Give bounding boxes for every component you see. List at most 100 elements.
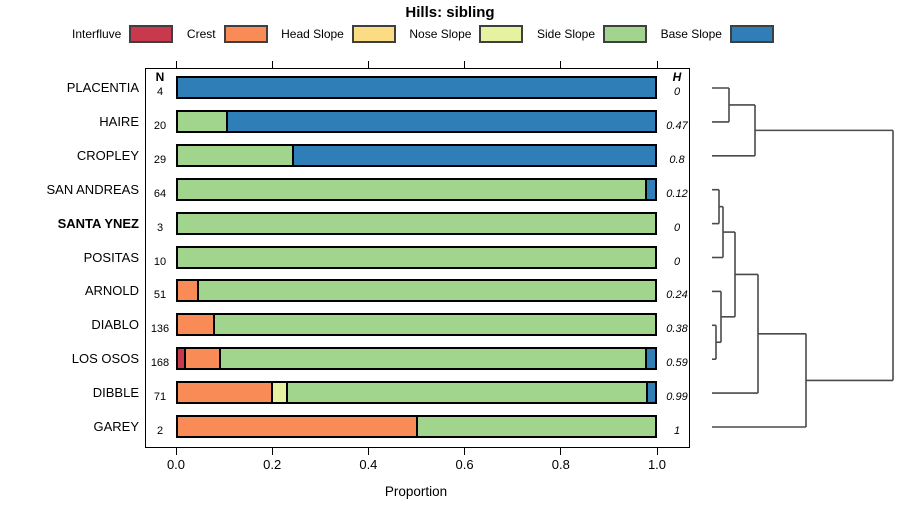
bar-row (176, 143, 657, 167)
bar-segment-base_slope (646, 383, 655, 403)
bar-row (176, 279, 657, 303)
bar-segment-side_slope (178, 213, 655, 233)
h-value: 0 (673, 86, 681, 98)
n-value: 10 (153, 255, 167, 268)
bar-segment-side_slope (285, 383, 647, 403)
legend-item-base_slope: Base Slope (661, 25, 774, 43)
legend-item-side_slope: Side Slope (536, 25, 648, 43)
n-value: 2 (156, 425, 164, 437)
n-value: 4 (156, 86, 164, 98)
x-tick-label: 0.8 (551, 457, 570, 472)
n-value: 29 (153, 153, 167, 166)
legend-swatch-nose_slope (479, 25, 524, 43)
h-value: 0 (673, 255, 681, 268)
bar-row (176, 109, 657, 133)
legend-swatch-crest (223, 25, 268, 43)
x-tick-top (464, 61, 466, 68)
legend-label-base_slope: Base Slope (660, 27, 722, 41)
row-label-arnold: ARNOLD (84, 283, 139, 299)
bar-segment-base_slope (644, 349, 655, 369)
bar-row (176, 211, 657, 235)
bar-segment-crest (178, 281, 197, 301)
x-tick-top (656, 61, 658, 68)
n-value: 20 (153, 119, 167, 132)
page-title: Hills: sibling (405, 4, 495, 21)
bar-row (176, 313, 657, 337)
x-tick-label: 0.2 (263, 457, 282, 472)
bar-segment-side_slope (415, 417, 655, 436)
legend-item-crest: Crest (187, 25, 268, 43)
n-value: 71 (153, 391, 167, 404)
row-label-haire: HAIRE (99, 113, 139, 129)
n-value: 168 (150, 357, 170, 370)
legend-label-head_slope: Head Slope (281, 27, 344, 41)
legend-swatch-head_slope (351, 25, 396, 43)
row-label-placentia: PLACENTIA (66, 80, 139, 95)
x-tick-top (271, 61, 273, 68)
legend: Interfluve Crest Head Slope Nose Slope Side … (72, 24, 774, 44)
x-tick-bottom (464, 448, 466, 455)
h-value: 0.99 (666, 391, 688, 404)
bar-segment-crest (178, 417, 416, 436)
row-label-los-osos: LOS OSOS (71, 351, 139, 367)
x-tick-top (175, 61, 177, 68)
bar-segment-base_slope (178, 78, 655, 97)
x-tick-label: 0.0 (166, 457, 186, 472)
legend-swatch-base_slope (729, 25, 774, 43)
row-label-san-andreas: SAN ANDREAS (46, 181, 139, 197)
x-tick-label: 0.4 (359, 457, 378, 472)
n-value: 64 (153, 187, 167, 200)
bar-segment-side_slope (213, 315, 655, 335)
h-value: 0.38 (666, 323, 688, 336)
x-axis-title: Proportion (384, 484, 448, 499)
row-label-cropley: CROPLEY (76, 147, 139, 163)
bar-segment-base_slope (225, 111, 655, 131)
x-tick-label: 1.0 (647, 457, 667, 472)
bar-row (176, 415, 657, 438)
legend-item-head_slope: Head Slope (281, 25, 396, 43)
bar-segment-interfluve (178, 349, 184, 369)
legend-label-side_slope: Side Slope (536, 27, 596, 41)
row-label-diablo: DIABLO (91, 317, 139, 333)
bar-segment-side_slope (178, 247, 655, 267)
h-value: 1 (673, 425, 681, 437)
bar-segment-side_slope (196, 281, 655, 301)
x-tick-top (367, 61, 369, 68)
bar-segment-side_slope (219, 349, 645, 369)
bar-row (176, 76, 657, 99)
bar-row (176, 245, 657, 269)
x-tick-top (560, 61, 562, 68)
row-label-dibble: DIBBLE (92, 385, 139, 401)
legend-label-nose_slope: Nose Slope (409, 27, 472, 41)
bar-segment-nose_slope (270, 383, 286, 403)
bar-row (176, 347, 657, 371)
bar-segment-side_slope (178, 145, 293, 165)
x-tick-bottom (560, 448, 562, 455)
bar-segment-side_slope (178, 111, 226, 131)
x-tick-label: 0.6 (455, 457, 474, 472)
bar-segment-base_slope (292, 145, 655, 165)
h-value: 0.47 (666, 119, 688, 132)
n-value: 136 (150, 323, 170, 336)
row-label-garey: GAREY (93, 419, 139, 434)
bar-row (176, 381, 657, 405)
legend-item-interfluve: Interfluve (72, 25, 174, 43)
h-value: 0.8 (669, 153, 685, 166)
legend-swatch-interfluve (129, 25, 174, 43)
row-label-positas: POSITAS (83, 249, 139, 265)
legend-item-nose_slope: Nose Slope (409, 25, 524, 43)
x-tick-bottom (271, 448, 273, 455)
n-column-header: N (155, 70, 165, 84)
bar-segment-crest (183, 349, 220, 369)
h-value: 0 (673, 221, 681, 234)
legend-label-interfluve: Interfluve (72, 27, 122, 41)
x-tick-bottom (656, 448, 658, 455)
n-value: 51 (153, 289, 167, 302)
bar-segment-crest (178, 383, 271, 403)
x-tick-bottom (175, 448, 177, 455)
legend-label-crest: Crest (186, 27, 216, 41)
bar-segment-base_slope (645, 179, 655, 199)
h-value: 0.12 (666, 187, 688, 200)
h-value: 0.24 (666, 289, 688, 302)
